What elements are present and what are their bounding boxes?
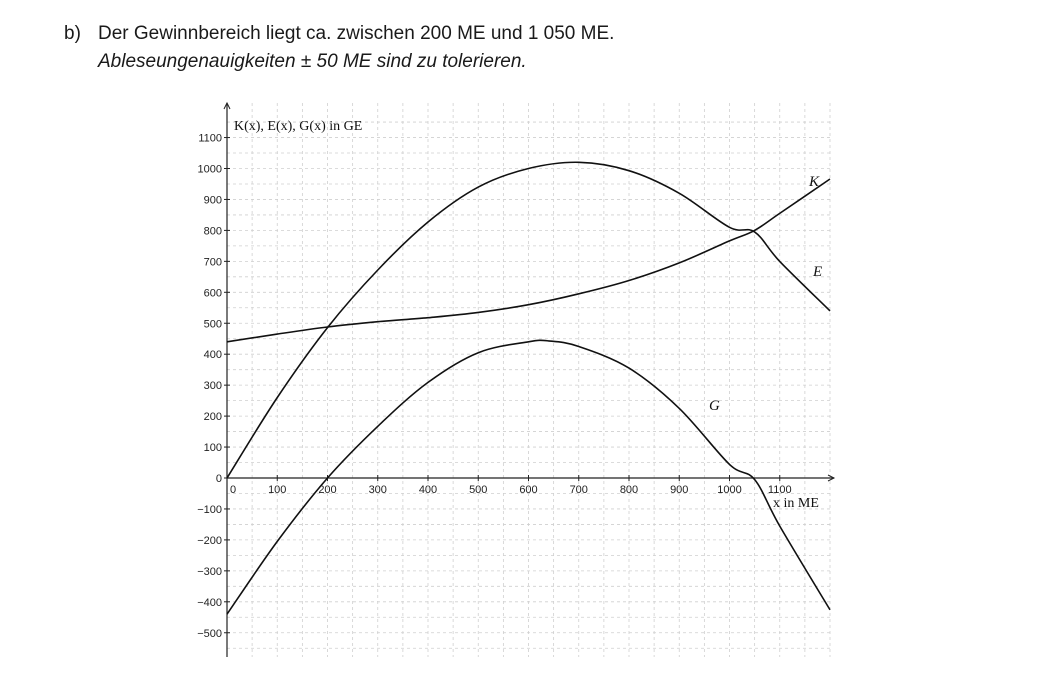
x-tick-label: 300 xyxy=(369,484,387,496)
y-tick-label: −200 xyxy=(197,535,222,547)
y-tick-label: 1100 xyxy=(198,133,222,145)
x-tick-label: 800 xyxy=(620,484,638,496)
y-tick-label: 900 xyxy=(204,194,222,206)
chart-grid xyxy=(227,103,833,657)
x-tick-label: 400 xyxy=(419,484,437,496)
task-tolerance-note: Ableseungenauigkeiten ± 50 ME sind zu to… xyxy=(98,51,527,72)
x-tick-label: 0 xyxy=(230,484,236,496)
x-tick-label: 1000 xyxy=(717,484,741,496)
y-tick-label: 500 xyxy=(204,318,222,330)
y-tick-label: −300 xyxy=(197,566,222,578)
task-answer-line: Der Gewinnbereich liegt ca. zwischen 200… xyxy=(98,23,615,44)
curve-g xyxy=(226,339,831,615)
y-tick-label: 400 xyxy=(204,349,222,361)
y-tick-label: −100 xyxy=(197,504,222,516)
x-tick-label: 100 xyxy=(268,484,286,496)
y-tick-label: 200 xyxy=(204,411,222,423)
curve-label-g: G xyxy=(709,398,720,414)
curve-label-k: K xyxy=(808,174,820,190)
y-tick-label: 100 xyxy=(204,442,222,454)
x-tick-label: 600 xyxy=(519,484,537,496)
y-axis-arrow xyxy=(223,101,231,110)
x-tick-label: 500 xyxy=(469,484,487,496)
x-tick-label: 700 xyxy=(570,484,588,496)
y-tick-label: −400 xyxy=(197,597,222,609)
y-tick-label: 800 xyxy=(204,225,222,237)
y-axis-label: K(x), E(x), G(x) in GE xyxy=(234,119,362,134)
chart-ticks: 0 100 200 300 400 500 600 700 800 900 1000 11001100… xyxy=(197,133,791,640)
chart-axes xyxy=(223,101,836,657)
curve-e xyxy=(226,161,831,479)
x-axis-arrow xyxy=(827,474,836,482)
x-axis-label: x in ME xyxy=(773,496,819,511)
y-tick-label: 300 xyxy=(204,380,222,392)
x-tick-label: 1100 xyxy=(768,484,792,496)
task-label: b) xyxy=(64,23,81,44)
y-tick-label: 1000 xyxy=(198,164,222,176)
curve-labels: K E G xyxy=(709,174,822,414)
x-tick-label: 200 xyxy=(318,484,336,496)
y-tick-label: −500 xyxy=(197,628,222,640)
y-tick-label: 700 xyxy=(204,256,222,268)
x-tick-label: 900 xyxy=(670,484,688,496)
chart-curves xyxy=(226,161,831,615)
y-tick-label: 600 xyxy=(204,287,222,299)
curve-label-e: E xyxy=(812,264,822,280)
y-tick-label: 0 xyxy=(216,473,222,485)
